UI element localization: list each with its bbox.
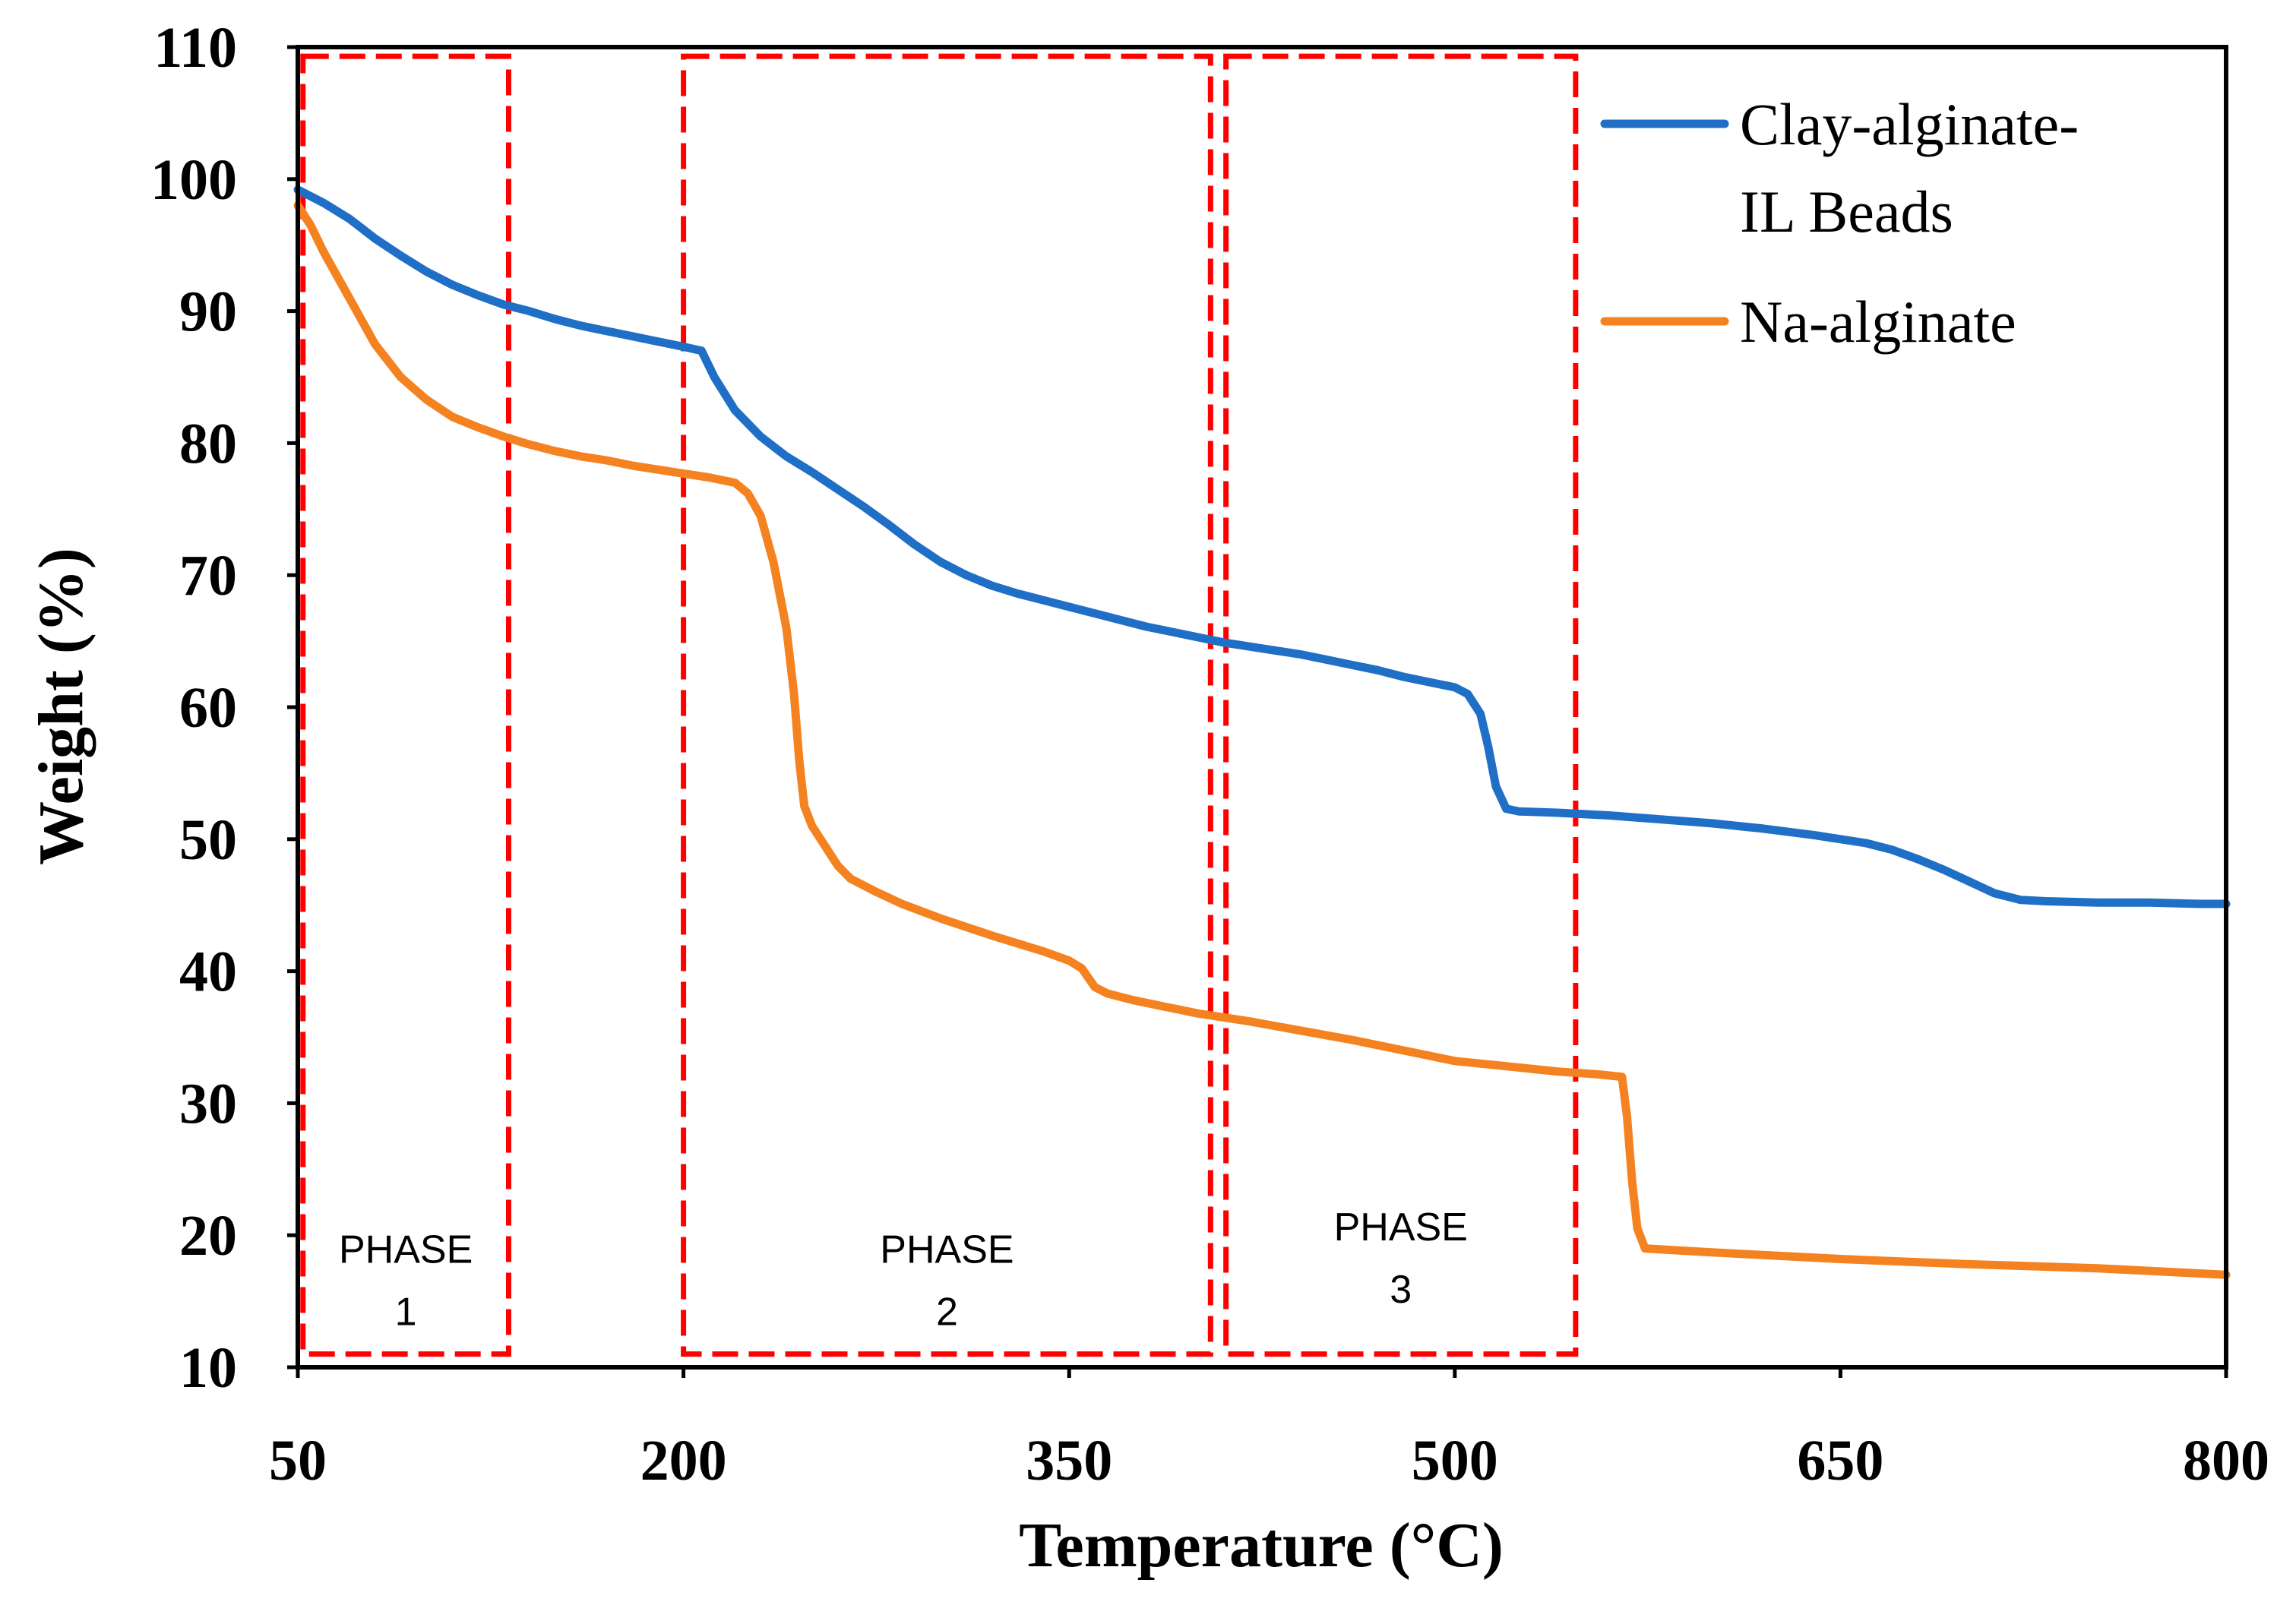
legend-label-clay-alginate-il-beads-line-2: IL Beads: [1740, 179, 1953, 245]
phase-2-box: [681, 53, 1213, 1357]
phase-3-label-line-2: 3: [1390, 1268, 1412, 1312]
phase-2-label-line-1: PHASE: [880, 1228, 1014, 1272]
x-axis-title: Temperature (°C): [1019, 1510, 1504, 1581]
y-axis-ticks: 10 20 30 40 50 60 70 80 90 100 110: [150, 16, 298, 1400]
phase-1-box: [300, 53, 511, 1357]
phase-3-box: [1223, 53, 1579, 1357]
y-tick-label: 20: [179, 1204, 237, 1268]
y-tick-label: 30: [179, 1072, 237, 1136]
legend: Clay-alginate- IL Beads Na-alginate: [1600, 91, 2079, 355]
x-tick-label: 650: [1797, 1429, 1883, 1493]
y-tick-label: 90: [179, 280, 237, 344]
y-tick-label: 50: [179, 808, 237, 872]
y-axis-title: Weight (%): [26, 548, 96, 865]
x-tick-label: 50: [269, 1429, 327, 1493]
phase-regions: PHASE 1 PHASE 2 PHASE 3: [300, 53, 1579, 1357]
y-tick-label: 80: [179, 412, 237, 475]
y-tick-label: 60: [179, 676, 237, 740]
y-tick-label: 10: [179, 1336, 237, 1400]
y-tick-label: 110: [153, 16, 237, 80]
x-axis-ticks: 50 200 350 500 650 800: [269, 1367, 2269, 1493]
series-line-clay-alginate-il-beads: [293, 185, 2231, 908]
phase-1-label-line-2: 1: [395, 1291, 417, 1335]
phase-1-label-line-1: PHASE: [339, 1228, 473, 1272]
x-tick-label: 200: [640, 1429, 727, 1493]
phase-3-label-line-1: PHASE: [1334, 1205, 1468, 1250]
x-tick-label: 800: [2183, 1429, 2269, 1493]
x-tick-label: 500: [1412, 1429, 1498, 1493]
y-tick-label: 100: [150, 148, 237, 212]
y-tick-label: 70: [179, 544, 237, 608]
series-line-na-alginate: [293, 201, 2231, 1279]
series-lines: [293, 185, 2231, 1279]
legend-label-na-alginate-line-1: Na-alginate: [1740, 289, 2016, 355]
legend-label-clay-alginate-il-beads-line-1: Clay-alginate-: [1740, 91, 2079, 157]
y-tick-label: 40: [179, 940, 237, 1004]
x-tick-label: 350: [1026, 1429, 1112, 1493]
phase-2-label-line-2: 2: [936, 1291, 958, 1335]
